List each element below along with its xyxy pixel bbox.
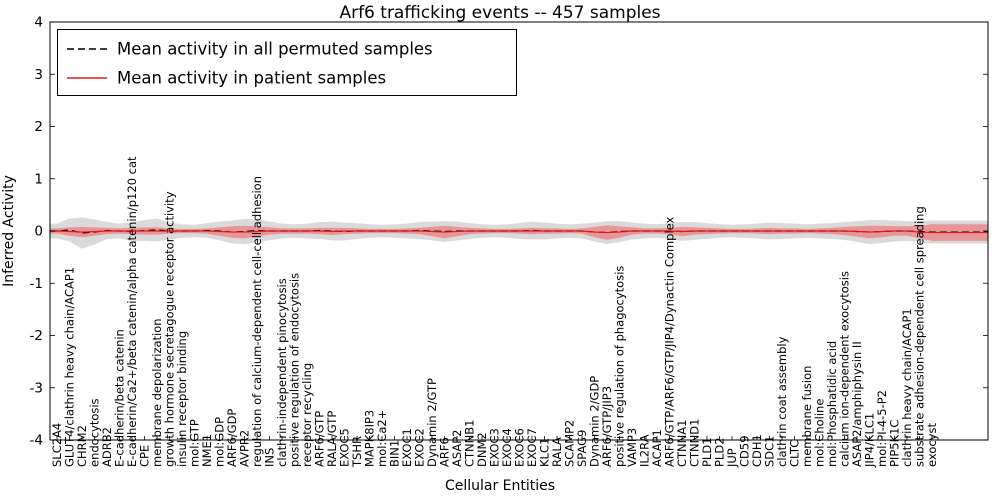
axis-ticks: 4 3 2 1 0 -1 -2 -3 -4 (30, 15, 988, 449)
x-tick-label: mol:Choline (813, 399, 827, 467)
x-tick-label: CLTC (788, 440, 802, 467)
x-tick-label: membrane fusion (800, 366, 814, 467)
x-axis-label: Cellular Entities (445, 478, 555, 494)
x-tick-label: SLC2A4 (50, 423, 64, 467)
x-tick-label: PIP5K1C (888, 420, 902, 467)
y-tick-label: -3 (30, 380, 43, 396)
x-tick-label: E-cadherin/beta catenin (113, 329, 127, 467)
x-tick-label: clathrin-independent pinocytosis (275, 278, 289, 467)
x-tick-label: E-cadherin/Ca2+/beta catenin/alpha caten… (125, 156, 139, 467)
patient-mean-line (50, 230, 988, 234)
y-tick-label: 3 (34, 67, 43, 83)
plot-frame (49, 21, 989, 441)
x-tick-label: Dynamin 2/GDP (588, 376, 602, 467)
legend-patient-label: Mean activity in patient samples (117, 69, 386, 88)
x-tick-label: ASAP2 (450, 430, 464, 468)
x-tick-label: CTNND1 (688, 419, 702, 467)
x-tick-label: PLD2 (713, 437, 727, 467)
x-tick-label: receptor recycling (300, 363, 314, 467)
y-axis-label: Inferred Activity (1, 175, 17, 287)
x-tick-label: KLC1 (538, 438, 552, 467)
x-tick-label: endocytosis (88, 398, 102, 467)
x-tick-label: GLUT4/clathrin heavy chain/ACAP1 (63, 267, 77, 467)
x-tick-label: CDH1 (750, 434, 764, 467)
x-tick-label: positive regulation of endocytosis (288, 273, 302, 467)
x-tick-label: ADRB2 (100, 427, 114, 467)
x-tick-label: SDC1 (763, 435, 777, 467)
x-tick-label: EXOC3 (488, 428, 502, 467)
x-tick-label: IL2RA (638, 434, 652, 467)
x-tick-label: CTNNB1 (463, 420, 477, 467)
x-tick-label: CPE (138, 445, 152, 467)
x-tick-label: mol:GTP (188, 419, 202, 467)
x-tick-label: mol:Phosphatidic acid (825, 341, 839, 467)
x-tick-label: mol:PI-4-5-P2 (875, 390, 889, 467)
y-tick-label: 4 (34, 15, 43, 31)
x-tick-label: EXOC5 (338, 428, 352, 467)
x-tick-label: ARF6 (438, 437, 452, 467)
x-tick-label: SCAMP2 (563, 420, 577, 467)
x-tick-label: clathrin heavy chain/ACAP1 (900, 308, 914, 467)
x-tick-label: CD59 (738, 435, 752, 467)
x-tick-label: CHRM2 (75, 425, 89, 467)
y-tick-label: -4 (30, 433, 43, 449)
x-tick-label: SPAG9 (575, 430, 589, 467)
x-tick-label: BIN1 (388, 440, 402, 467)
patient-std-band (50, 224, 988, 241)
y-tick-label: 2 (34, 119, 43, 135)
x-tick-label: EXOC1 (400, 428, 414, 467)
y-tick-label: 0 (34, 224, 43, 240)
x-tick-label: VAMP3 (625, 428, 639, 467)
x-tick-label: calcium ion-dependent exocytosis (838, 271, 852, 467)
x-tick-label: membrane depolarization (150, 318, 164, 467)
series-bands (50, 217, 988, 249)
y-tick-label: -1 (30, 276, 43, 292)
x-tick-label: ARF6/GTP/JIP3 (600, 386, 614, 467)
x-tick-label: PLD1 (700, 437, 714, 467)
x-tick-label: mol:GDP (213, 417, 227, 467)
x-tick-label: insulin receptor binding (175, 331, 189, 467)
x-tick-label: exocyst (925, 423, 939, 467)
x-tick-label: growth hormone secretagogue receptor act… (163, 191, 177, 467)
x-tick-label: EXOC4 (500, 428, 514, 467)
x-tick-label: INS (263, 448, 277, 467)
x-tick-label: clathrin coat assembly (775, 336, 789, 467)
x-tick-label: AVPR2 (238, 430, 252, 467)
y-tick-label: 1 (34, 171, 43, 187)
x-tick-label: TSHR (350, 436, 364, 468)
x-tick-label: EXOC7 (525, 428, 539, 467)
legend: Mean activity in all permuted samples Me… (57, 29, 517, 96)
x-tick-label: Dynamin 2/GTP (425, 378, 439, 467)
x-tick-label: substrate adhesion-dependent cell spread… (913, 206, 927, 467)
series-lines (50, 229, 988, 234)
y-tick-label: -2 (30, 328, 43, 344)
legend-box (57, 29, 517, 96)
x-tick-label: DNM2 (475, 432, 489, 467)
x-tick-label: NME1 (200, 434, 214, 467)
x-tick-label: ACAP1 (650, 429, 664, 467)
x-tick-label: RALA (550, 437, 564, 467)
legend-permuted-label: Mean activity in all permuted samples (117, 40, 433, 59)
x-tick-label: ARF6/GTP/ARF6/GTP/JIP4/Dynactin Complex (663, 216, 677, 467)
chart-title: Arf6 trafficking events -- 457 samples (339, 3, 660, 23)
x-tick-label: CTNNA1 (675, 420, 689, 467)
x-tick-label: positive regulation of phagocytosis (613, 266, 627, 467)
x-tick-label: JUP (725, 448, 739, 468)
x-tick-label: EXOC2 (413, 428, 427, 467)
x-tick-label: EXOC6 (513, 428, 527, 467)
x-tick-label: regulation of calcium-dependent cell-cel… (250, 176, 264, 467)
x-tick-label: ASAP2/amphiphysin II (850, 341, 864, 467)
